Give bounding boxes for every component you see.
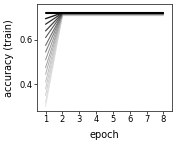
Y-axis label: accuracy (train): accuracy (train) (4, 19, 14, 96)
X-axis label: epoch: epoch (90, 130, 119, 140)
